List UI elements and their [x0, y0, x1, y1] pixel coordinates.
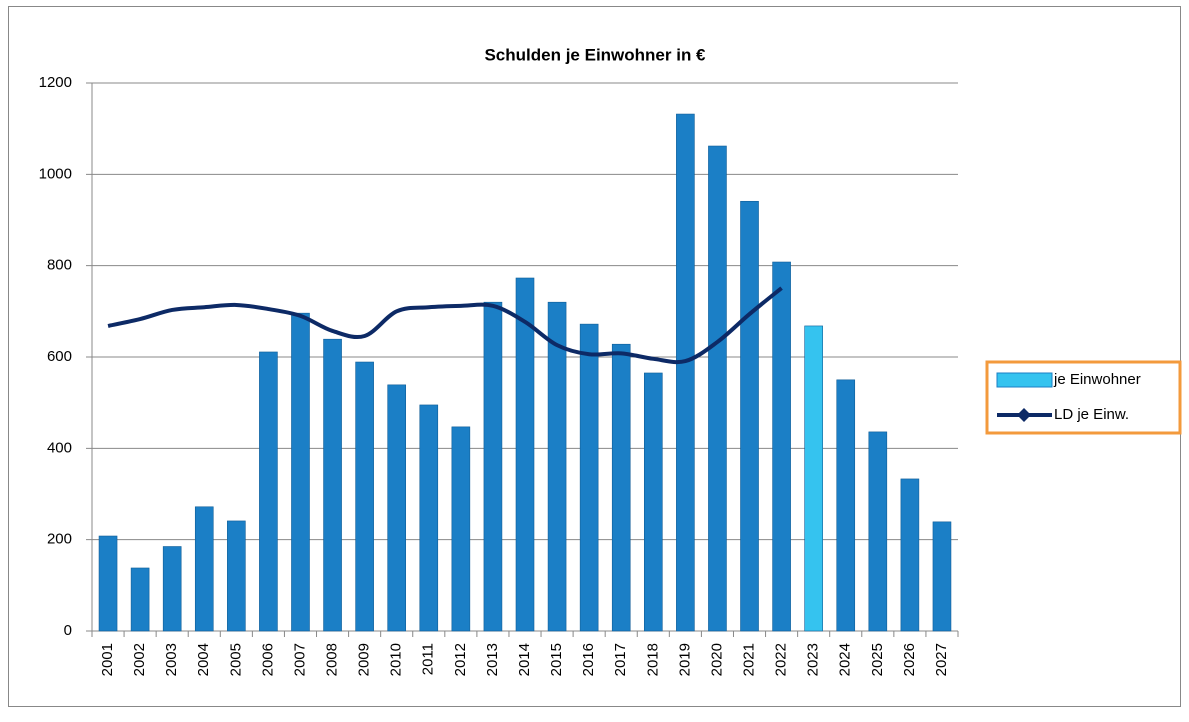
x-tick-label: 2013	[484, 643, 501, 676]
x-tick-label: 2027	[933, 643, 950, 676]
x-tick-label: 2003	[163, 643, 180, 676]
bar	[676, 113, 695, 632]
x-tick-label: 2002	[131, 643, 148, 676]
x-tick-label: 2020	[708, 643, 725, 676]
x-tick-label: 2017	[612, 643, 629, 676]
y-tick-label: 1200	[39, 74, 72, 91]
bar	[643, 372, 663, 632]
legend-label: LD je Einw.	[1054, 406, 1129, 423]
bar	[579, 323, 599, 632]
bar	[772, 261, 791, 632]
bar	[130, 567, 150, 632]
x-tick-label: 2021	[740, 643, 757, 676]
bar	[547, 301, 567, 632]
legend-label: je Einwohner	[1053, 371, 1141, 388]
bar	[611, 343, 631, 632]
bar	[740, 200, 759, 632]
bar	[98, 535, 118, 632]
x-tick-label: 2018	[644, 643, 661, 676]
legend-marker	[1017, 408, 1031, 422]
bar	[355, 361, 374, 632]
x-tick-label: 2006	[259, 643, 276, 676]
x-tick-label: 2004	[195, 643, 212, 676]
x-tick-label: 2019	[676, 643, 693, 676]
x-tick-label: 2024	[837, 643, 854, 676]
x-tick-label: 2023	[805, 643, 822, 676]
bar	[162, 546, 182, 632]
chart-title: Schulden je Einwohner in €	[484, 45, 706, 64]
bar	[515, 277, 535, 632]
y-tick-label: 400	[47, 439, 72, 456]
x-tick-label: 2022	[773, 643, 790, 676]
bar	[259, 351, 278, 632]
x-tick-label: 2011	[420, 643, 437, 675]
bar	[387, 384, 407, 632]
y-tick-label: 600	[47, 348, 72, 365]
x-tick-label: 2005	[227, 643, 244, 676]
bar	[227, 520, 246, 632]
bar	[291, 312, 310, 632]
line	[107, 286, 783, 365]
x-tick-label: 2001	[99, 643, 116, 676]
bar	[451, 426, 471, 632]
x-tick-label: 2007	[291, 643, 308, 676]
x-tick-label: 2025	[869, 643, 886, 676]
bar	[323, 338, 342, 632]
bar	[194, 506, 214, 632]
bar	[804, 325, 823, 632]
legend-swatch	[996, 372, 1053, 388]
x-tick-label: 2015	[548, 643, 565, 676]
bar	[419, 404, 439, 632]
x-tick-label: 2016	[580, 643, 597, 676]
bar	[932, 521, 952, 632]
bar	[836, 379, 856, 632]
x-tick-label: 2010	[388, 643, 405, 676]
bar	[708, 145, 727, 632]
x-tick-label: 2008	[324, 643, 341, 676]
y-tick-label: 0	[64, 622, 72, 639]
bar	[868, 431, 888, 632]
y-tick-label: 1000	[39, 165, 72, 182]
y-tick-label: 200	[47, 531, 72, 548]
bar	[483, 301, 503, 632]
x-tick-label: 2009	[356, 643, 373, 676]
x-tick-label: 2012	[452, 643, 469, 676]
x-tick-label: 2014	[516, 643, 533, 676]
x-tick-label: 2026	[901, 643, 918, 676]
y-tick-label: 800	[47, 257, 72, 274]
bar	[900, 478, 920, 632]
